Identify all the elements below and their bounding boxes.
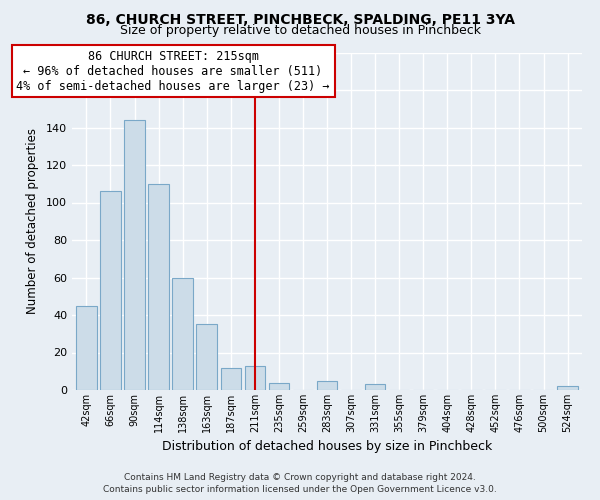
- Bar: [196, 324, 217, 390]
- Bar: [148, 184, 169, 390]
- Bar: [124, 120, 145, 390]
- Bar: [317, 380, 337, 390]
- Text: Size of property relative to detached houses in Pinchbeck: Size of property relative to detached ho…: [119, 24, 481, 37]
- Bar: [172, 278, 193, 390]
- Text: 86 CHURCH STREET: 215sqm
← 96% of detached houses are smaller (511)
4% of semi-d: 86 CHURCH STREET: 215sqm ← 96% of detach…: [16, 50, 330, 93]
- X-axis label: Distribution of detached houses by size in Pinchbeck: Distribution of detached houses by size …: [162, 440, 492, 454]
- Bar: [557, 386, 578, 390]
- Bar: [221, 368, 241, 390]
- Bar: [76, 306, 97, 390]
- Text: 86, CHURCH STREET, PINCHBECK, SPALDING, PE11 3YA: 86, CHURCH STREET, PINCHBECK, SPALDING, …: [86, 12, 515, 26]
- Y-axis label: Number of detached properties: Number of detached properties: [26, 128, 39, 314]
- Text: Contains HM Land Registry data © Crown copyright and database right 2024.
Contai: Contains HM Land Registry data © Crown c…: [103, 472, 497, 494]
- Bar: [269, 382, 289, 390]
- Bar: [245, 366, 265, 390]
- Bar: [365, 384, 385, 390]
- Bar: [100, 191, 121, 390]
